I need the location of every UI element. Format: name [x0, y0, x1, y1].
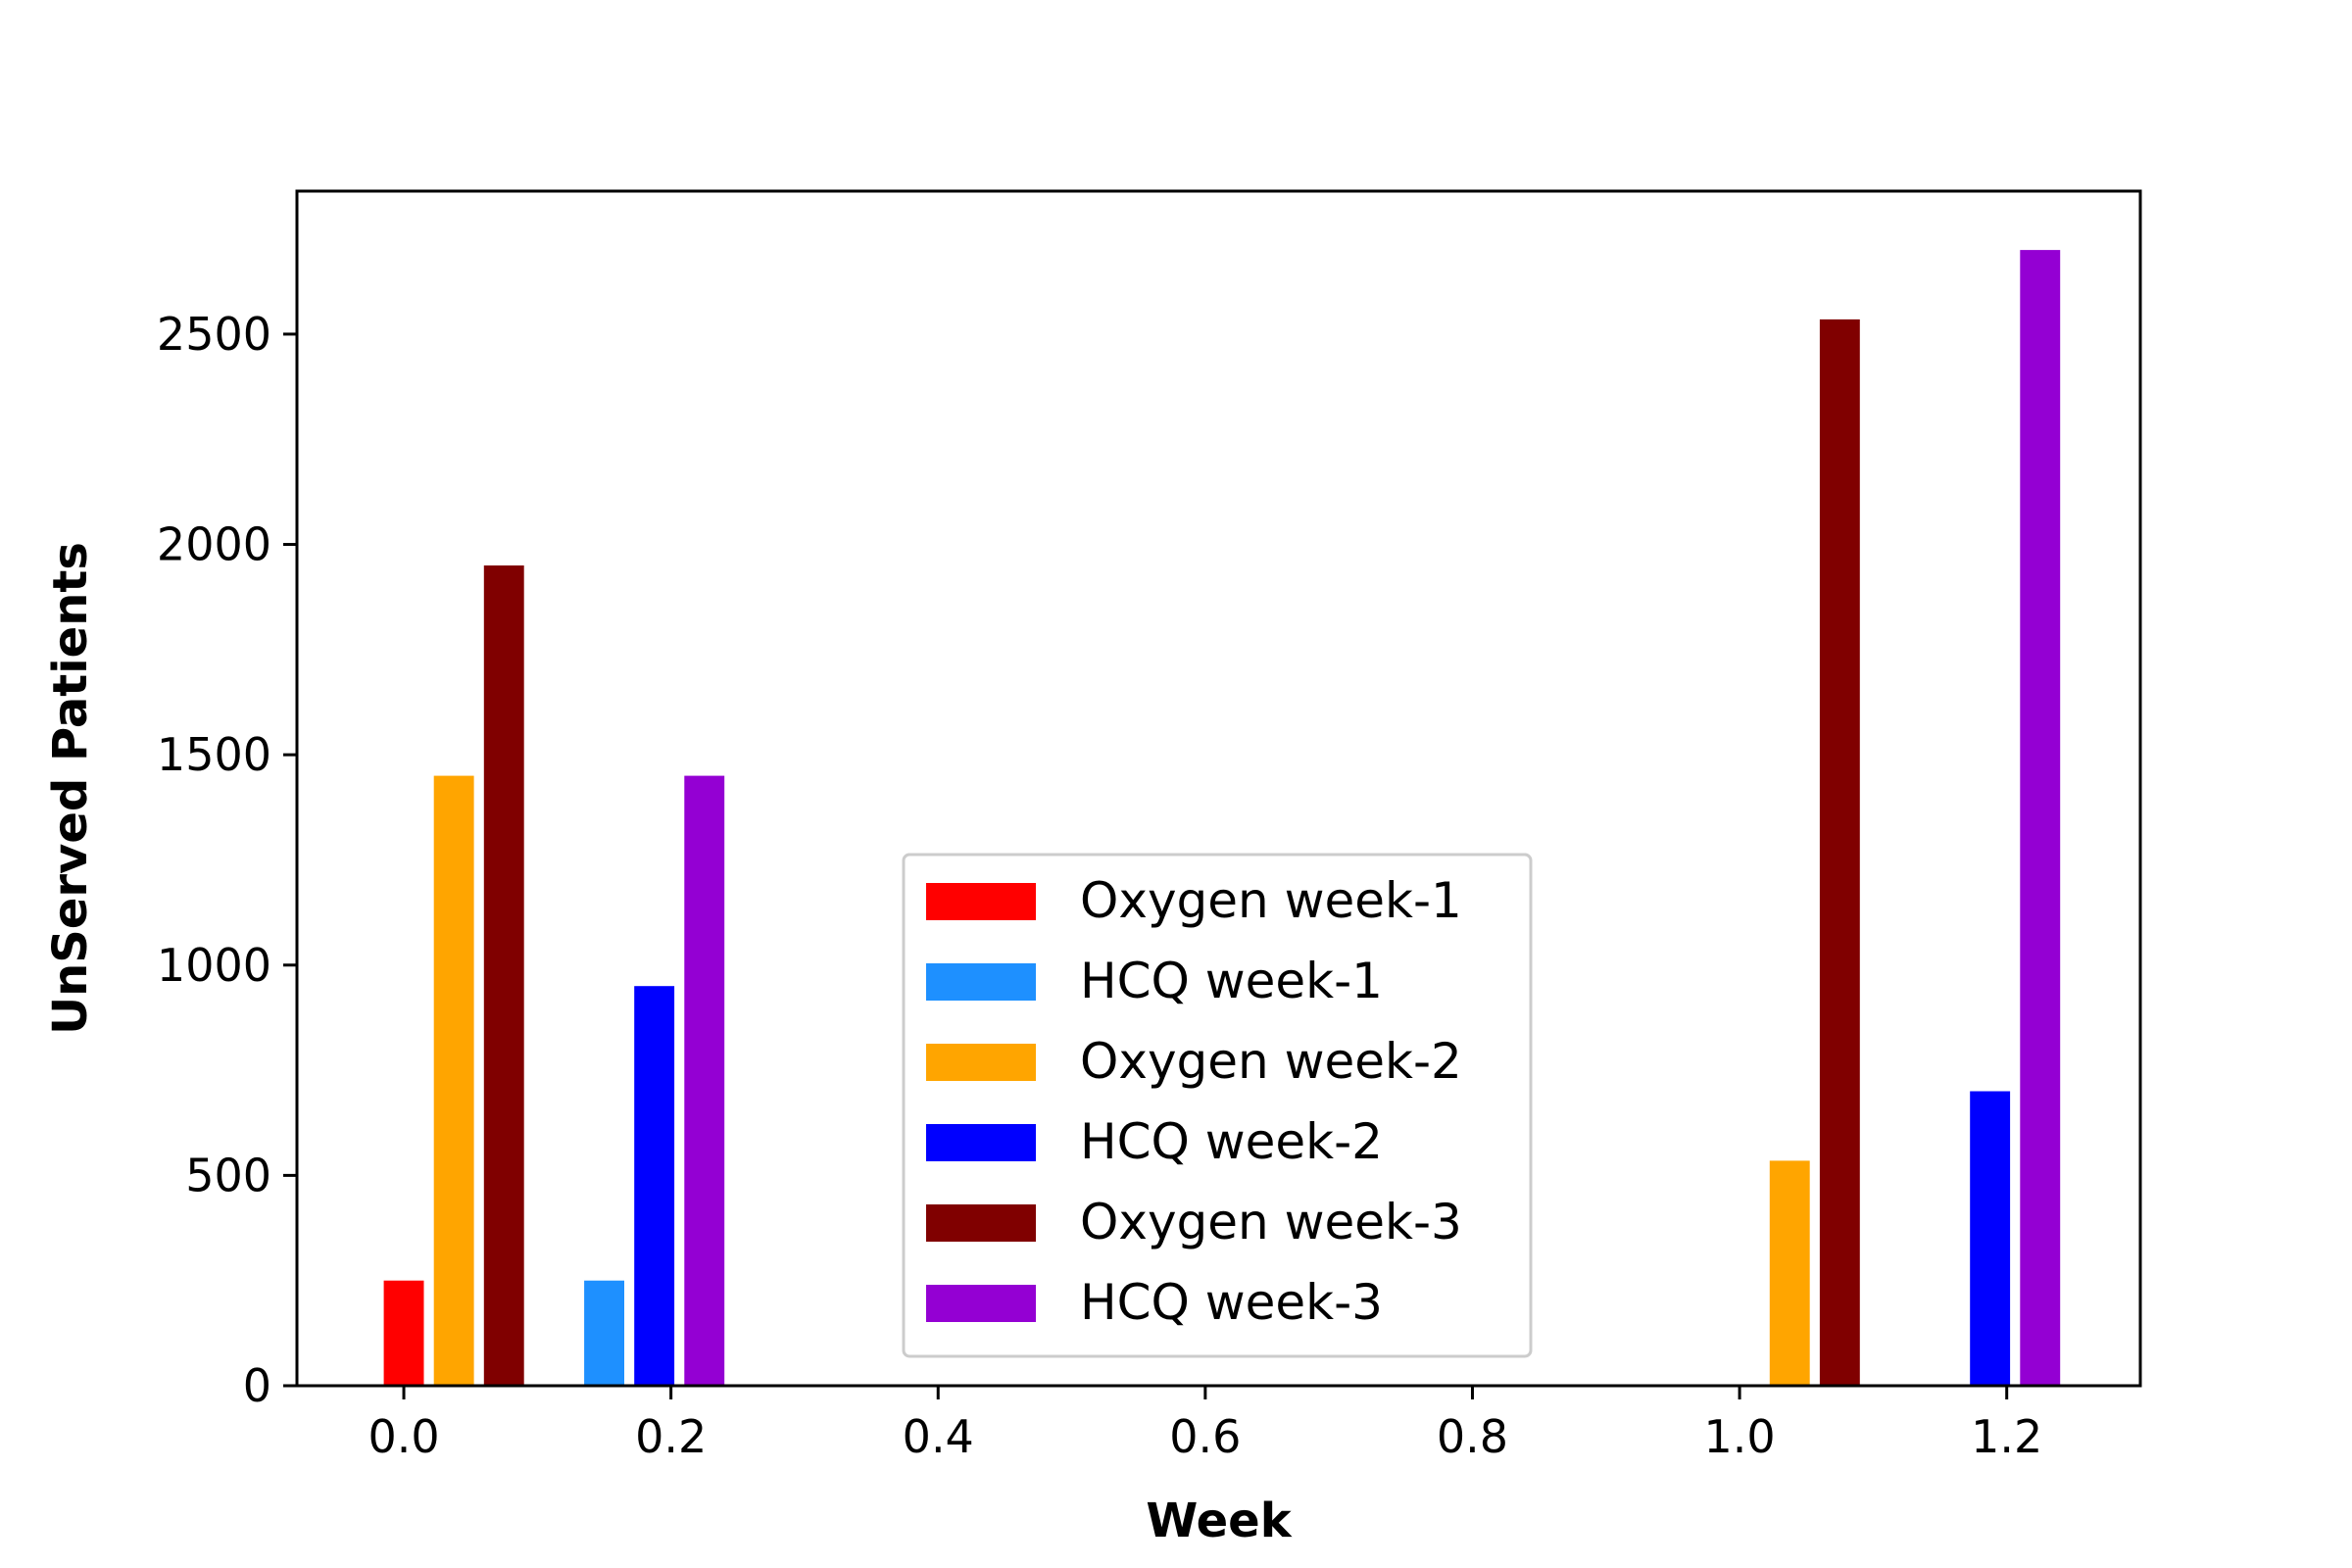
bar-oxygen-week-2-1 [1769, 1160, 1810, 1386]
x-tick-label: 0.4 [903, 1410, 974, 1463]
bar-oxygen-week-2-0 [433, 775, 474, 1386]
x-tick-label: 0.2 [635, 1410, 707, 1463]
legend-label: HCQ week-2 [1080, 1113, 1383, 1170]
x-tick-label: 1.0 [1704, 1410, 1776, 1463]
bar-hcq-week-2-0 [634, 986, 675, 1386]
x-tick-label: 0.0 [368, 1410, 439, 1463]
bar-hcq-week-2-1 [1970, 1091, 2011, 1386]
bar-hcq-week-3-1 [2020, 250, 2061, 1387]
legend-swatch [926, 963, 1036, 1001]
x-tick-label: 1.2 [1971, 1410, 2042, 1463]
bar-hcq-week-3-0 [684, 775, 725, 1386]
legend-swatch [926, 1204, 1036, 1242]
bar-oxygen-week-1-0 [383, 1280, 424, 1386]
y-tick-label: 0 [243, 1359, 271, 1412]
bars-group [383, 250, 2061, 1387]
y-tick-label: 2000 [157, 518, 271, 571]
bar-oxygen-week-3-1 [1819, 318, 1860, 1386]
legend-box [902, 853, 1533, 1358]
legend-label: HCQ week-1 [1080, 953, 1383, 1009]
x-axis-ticks: 0.0 0.2 0.4 0.6 0.8 1.0 1.2 [368, 1386, 2042, 1463]
y-tick-label: 1000 [157, 939, 271, 992]
x-tick-label: 0.8 [1437, 1410, 1508, 1463]
y-tick-label: 500 [185, 1149, 271, 1201]
legend: Oxygen week-1 HCQ week-1 Oxygen week-2 HCQ … [902, 853, 1533, 1358]
bar-oxygen-week-3-0 [483, 565, 524, 1386]
y-tick-label: 1500 [157, 728, 271, 781]
legend-label: Oxygen week-1 [1080, 872, 1462, 929]
plot-frame [295, 189, 2142, 1388]
y-axis-title: UnServed Patients [43, 542, 98, 1035]
legend-label: HCQ week-3 [1080, 1274, 1383, 1331]
legend-swatch [926, 1044, 1036, 1081]
legend-swatch [926, 883, 1036, 920]
y-axis-ticks: 0 500 1000 1500 2000 2500 [157, 308, 297, 1412]
legend-label: Oxygen week-3 [1080, 1194, 1462, 1250]
x-axis-title: Week [1146, 1494, 1292, 1548]
bar-hcq-week-1-0 [584, 1280, 624, 1386]
x-tick-label: 0.6 [1169, 1410, 1241, 1463]
y-tick-label: 2500 [157, 308, 271, 361]
legend-label: Oxygen week-2 [1080, 1033, 1462, 1090]
legend-swatch [926, 1124, 1036, 1161]
legend-swatch [926, 1285, 1036, 1322]
